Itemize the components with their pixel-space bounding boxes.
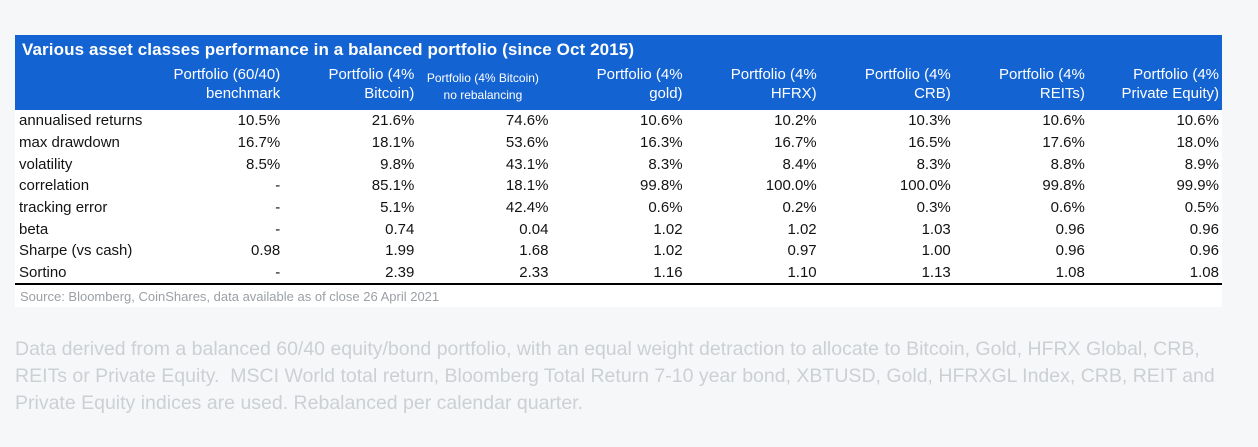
cell-value: 8.3% <box>916 155 951 173</box>
cell-value: 85.1% <box>371 177 415 195</box>
cell-value: 0.3% <box>916 199 951 217</box>
column-header: Portfolio (60/40) benchmark <box>149 63 284 110</box>
table-row: tracking error - 5.1% 42.4% 0.6% 0.2% 0.3% 0.6%… <box>15 197 1222 219</box>
cell-value: 1.10 <box>685 261 820 285</box>
cell-value: 8.9% <box>1184 155 1219 173</box>
cell-value: 1.03 <box>921 220 951 238</box>
cell-value: 1.02 <box>653 220 683 238</box>
cell-value: 10.6% <box>640 112 683 130</box>
row-label: beta <box>19 220 49 238</box>
cell-value: 2.33 <box>417 261 552 285</box>
cell-value: - <box>275 177 281 195</box>
cell-value: 8.5% <box>246 155 281 173</box>
column-header: Portfolio (4% HFRX) <box>685 63 820 110</box>
cell-value: 0.04 <box>519 220 549 238</box>
row-label: annualised returns <box>19 112 143 130</box>
footnote-paragraph: Data derived from a balanced 60/40 equit… <box>15 338 1221 414</box>
cell-value: 8.3% <box>648 155 683 173</box>
cell-value: 1.02 <box>653 242 683 260</box>
cell-value: 99.8% <box>640 177 683 195</box>
column-header: Portfolio (4% CRB) <box>819 63 954 110</box>
cell-value: 0.96 <box>1055 220 1085 238</box>
table-row: correlation - 85.1% 18.1% 99.8% 100.0% 100.0% 9… <box>15 175 1222 197</box>
table-title: Various asset classes performance in a b… <box>15 35 1222 63</box>
cell-value: 1.00 <box>921 242 951 260</box>
cell-value: 9.8% <box>380 155 415 173</box>
cell-value: 53.6% <box>505 134 549 152</box>
source-note: Source: Bloomberg, CoinShares, data avai… <box>20 288 440 304</box>
table-row: max drawdown 16.7% 18.1% 53.6% 16.3% 16.7% 16.… <box>15 132 1222 154</box>
table-row: annualised returns 10.5% 21.6% 74.6% 10.6% 10… <box>15 110 1222 132</box>
performance-table-panel: Various asset classes performance in a b… <box>15 35 1222 307</box>
column-header: Portfolio (4% Bitcoin) no rebalancing <box>417 63 552 110</box>
cell-value: 2.39 <box>283 261 418 285</box>
table-row: beta - 0.74 0.04 1.02 1.02 1.03 0.96 0.96 <box>15 218 1222 240</box>
column-header: Portfolio (4% Private Equity) <box>1087 63 1222 110</box>
cell-value: 0.74 <box>385 220 415 238</box>
cell-value: 1.99 <box>385 242 415 260</box>
row-label: max drawdown <box>19 134 120 152</box>
cell-value: 16.3% <box>640 134 683 152</box>
cell-value: 17.6% <box>1042 134 1085 152</box>
cell-value: 0.2% <box>782 199 817 217</box>
cell-value: 1.16 <box>551 261 686 285</box>
cell-value: 0.5% <box>1184 199 1219 217</box>
cell-value: 10.2% <box>774 112 817 130</box>
row-label-column-header <box>15 63 150 110</box>
table-row: volatility 8.5% 9.8% 43.1% 8.3% 8.4% 8.3% 8.8% 8… <box>15 153 1222 175</box>
row-label: tracking error <box>19 199 108 217</box>
cell-value: 1.08 <box>953 261 1088 285</box>
row-label: volatility <box>19 155 73 173</box>
cell-value: 10.6% <box>1176 112 1219 130</box>
cell-value: - <box>275 199 281 217</box>
cell-value: 0.96 <box>1189 220 1219 238</box>
table-row: Sortino -2.39 2.33 1.16 1.10 1.13 1.08 1.08 <box>15 261 1222 285</box>
row-label: correlation <box>19 177 90 195</box>
cell-value: 0.96 <box>1189 242 1219 260</box>
row-label: Sortino <box>15 261 150 285</box>
cell-value: 42.4% <box>505 199 549 217</box>
title-row: Various asset classes performance in a b… <box>15 35 1222 63</box>
cell-value: 18.0% <box>1176 134 1219 152</box>
cell-value: - <box>275 220 281 238</box>
cell-value: 0.98 <box>251 242 281 260</box>
column-header: Portfolio (4% gold) <box>551 63 686 110</box>
cell-value: 99.9% <box>1176 177 1219 195</box>
cell-value: 10.3% <box>908 112 951 130</box>
cell-value: 0.6% <box>648 199 683 217</box>
cell-value: 74.6% <box>505 112 549 130</box>
cell-value: 18.1% <box>371 134 415 152</box>
cell-value: 21.6% <box>371 112 415 130</box>
cell-value: 99.8% <box>1042 177 1085 195</box>
table-row: Sharpe (vs cash) 0.98 1.99 1.68 1.02 0.97 1.00… <box>15 240 1222 262</box>
cell-value: 43.1% <box>505 155 549 173</box>
column-header: Portfolio (4% REITs) <box>953 63 1088 110</box>
cell-value: 1.68 <box>519 242 549 260</box>
cell-value: 10.6% <box>1042 112 1085 130</box>
performance-table: Various asset classes performance in a b… <box>15 35 1222 285</box>
cell-value: 0.96 <box>1055 242 1085 260</box>
cell-value: - <box>149 261 284 285</box>
cell-value: 1.13 <box>819 261 954 285</box>
cell-value: 10.5% <box>237 112 281 130</box>
column-header-row: Portfolio (60/40) benchmark Portfolio (4% B… <box>15 63 1222 110</box>
row-label: Sharpe (vs cash) <box>19 242 133 260</box>
cell-value: 5.1% <box>380 199 415 217</box>
cell-value: 16.5% <box>908 134 951 152</box>
cell-value: 0.97 <box>787 242 817 260</box>
cell-value: 16.7% <box>237 134 281 152</box>
cell-value: 1.02 <box>787 220 817 238</box>
cell-value: 100.0% <box>765 177 817 195</box>
column-header: Portfolio (4% Bitcoin) <box>283 63 418 110</box>
cell-value: 100.0% <box>899 177 951 195</box>
cell-value: 18.1% <box>505 177 549 195</box>
cell-value: 0.6% <box>1050 199 1085 217</box>
cell-value: 16.7% <box>774 134 817 152</box>
cell-value: 8.4% <box>782 155 817 173</box>
cell-value: 8.8% <box>1050 155 1085 173</box>
cell-value: 1.08 <box>1087 261 1222 285</box>
